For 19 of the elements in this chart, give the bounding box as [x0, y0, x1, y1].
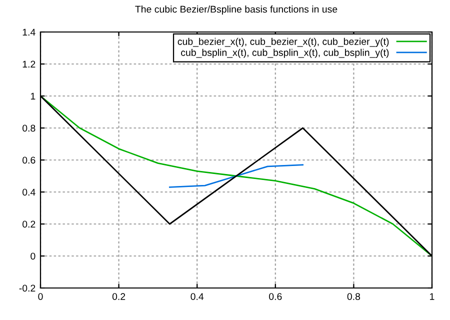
x-tick-label: 0.6 [269, 293, 282, 300]
y-tick-label: 0 [30, 252, 36, 260]
line-series [169, 164, 304, 188]
x-tick-label: 1 [430, 293, 434, 300]
y-tick-label: 0.4 [22, 188, 36, 196]
y-tick-label: -0.2 [19, 284, 36, 292]
y-tick-label: 0.2 [22, 220, 36, 228]
x-tick-label: 0.8 [347, 293, 360, 300]
y-tick-label: 0.6 [22, 156, 36, 164]
x-tick-label: 0 [38, 293, 43, 300]
x-tick-label: 0.4 [190, 293, 204, 300]
chart-title: The cubic Bezier/Bspline basis functions in use [135, 6, 338, 15]
y-tick-label: 1.2 [22, 60, 36, 68]
y-tick-label: 1.4 [22, 28, 36, 36]
y-tick-label: 1 [30, 92, 36, 100]
y-tick-label: 0.8 [22, 124, 36, 132]
x-tick-label: 0.2 [112, 293, 126, 300]
legend-label: cub_bsplin_x(t), cub_bsplin_x(t), cub_bsplin_y(t) [181, 48, 389, 58]
legend-label: cub_bezier_x(t), cub_bezier_x(t), cub_bezier_y(t) [178, 38, 389, 47]
